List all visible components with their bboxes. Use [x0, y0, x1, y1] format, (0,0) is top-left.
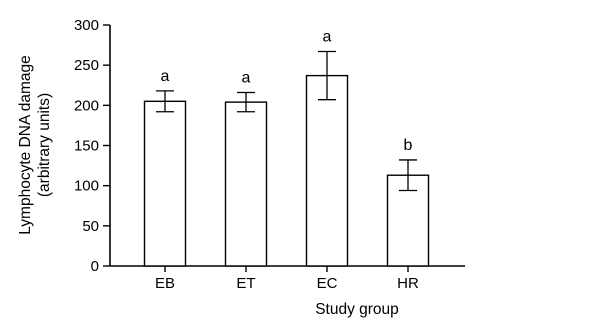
bar-et	[224, 101, 268, 267]
y-axis-title: Lymphocyte DNA damage (arbitrary units)	[17, 55, 53, 235]
x-tick-label-hr: HR	[397, 275, 419, 292]
y-tick-label: 250	[74, 57, 99, 74]
y-tick-label: 100	[74, 178, 99, 195]
x-tick-label-eb: EB	[155, 275, 175, 292]
y-tick-label: 200	[74, 97, 99, 114]
bar-eb	[143, 100, 187, 267]
bar-ec	[305, 74, 349, 267]
significance-label-ec: a	[323, 29, 332, 46]
x-tick-label-et: ET	[236, 275, 255, 292]
y-axis-label-line2: (arbitrary units)	[36, 93, 53, 197]
y-tick-label: 50	[82, 218, 99, 235]
x-tick-label-ec: EC	[317, 275, 338, 292]
y-tick-label: 0	[91, 258, 99, 275]
significance-label-eb: a	[161, 68, 170, 85]
significance-label-et: a	[242, 69, 251, 86]
x-axis-label: Study group	[315, 301, 399, 318]
plot-area: 0 50 100 150 200 250 300 EB a ET a EC a HR b	[74, 17, 465, 292]
y-tick-label: 300	[74, 17, 99, 34]
significance-label-hr: b	[404, 137, 413, 154]
y-tick-label: 150	[74, 138, 99, 155]
y-axis-label-line1: Lymphocyte DNA damage	[17, 55, 34, 235]
